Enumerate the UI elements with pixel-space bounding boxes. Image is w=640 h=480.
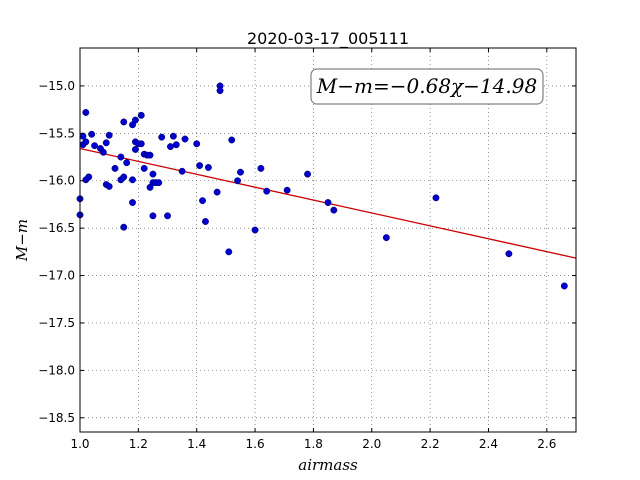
grid [79, 48, 576, 432]
data-point [120, 173, 128, 181]
x-tick-label: 1.0 [70, 437, 89, 451]
data-point [257, 164, 265, 172]
data-point [120, 118, 128, 126]
data-point [228, 136, 236, 144]
data-point [213, 188, 221, 196]
fit-equation-text: M−m=−0.68χ−14.98 [316, 74, 537, 98]
data-point [225, 248, 233, 256]
data-point [149, 170, 157, 178]
data-point [263, 187, 271, 195]
data-point [169, 132, 177, 140]
data-point [82, 109, 90, 116]
data-point [216, 87, 224, 95]
y-tick-labels: −15.0 −15.5 −16.0 −16.5 −17.0 −17.5 −18.0 −18.5 [38, 79, 75, 425]
data-point [382, 234, 390, 242]
data-point [131, 146, 139, 153]
data-point [88, 130, 96, 138]
data-point [283, 186, 291, 194]
data-point [166, 143, 174, 151]
data-point [178, 167, 186, 175]
data-point [204, 164, 212, 171]
data-point [155, 179, 163, 187]
x-tick-label: 1.6 [246, 437, 265, 451]
y-tick-label: −18.0 [38, 363, 75, 377]
data-point [137, 111, 145, 119]
y-tick-label: −18.5 [38, 411, 75, 425]
data-point [117, 153, 125, 161]
x-tick-label: 1.2 [129, 437, 148, 451]
data-point [164, 212, 171, 220]
data-point [79, 132, 87, 140]
data-point [105, 131, 113, 139]
chart-title: 2020-03-17_005111 [247, 29, 409, 49]
annotation-box [310, 68, 544, 105]
x-tick-label: 2.2 [421, 437, 440, 451]
data-point [560, 282, 568, 290]
data-point [111, 164, 119, 172]
plot-frame [79, 47, 577, 433]
data-point [129, 176, 136, 184]
x-tick-label: 1.8 [304, 437, 323, 451]
data-point [85, 173, 93, 181]
data-point [505, 250, 513, 258]
fit-equation-annotation: M−m=−0.68χ−14.98 [310, 68, 544, 105]
x-tick-label: 1.4 [187, 437, 206, 451]
y-axis-label: M−m [13, 219, 31, 262]
y-tick-label: −15.0 [38, 79, 75, 93]
data-point [202, 218, 209, 225]
data-point [234, 177, 242, 185]
data-point [105, 182, 113, 190]
data-point [181, 135, 189, 143]
data-point [146, 151, 154, 159]
data-point [330, 206, 338, 214]
data-point [102, 139, 110, 147]
data-point [140, 164, 148, 172]
x-tick-label: 2.6 [537, 437, 556, 451]
y-tick-label: −17.5 [38, 316, 75, 330]
y-tick-label: −15.5 [38, 126, 75, 140]
y-tick-label: −16.0 [38, 174, 75, 188]
data-point [196, 162, 204, 170]
data-point [131, 116, 139, 124]
data-point [251, 226, 259, 234]
y-tick-label: −16.5 [38, 221, 75, 235]
data-point [172, 141, 180, 149]
axis-ticks [79, 48, 576, 432]
data-point [123, 159, 131, 167]
data-point [193, 140, 201, 148]
data-point [82, 138, 90, 146]
data-point [120, 223, 128, 231]
data-point [91, 142, 99, 150]
data-point [149, 212, 157, 220]
data-point [137, 140, 145, 148]
y-tick-label: −17.0 [38, 269, 75, 283]
data-point [237, 168, 244, 176]
data-points [76, 82, 568, 290]
data-point [158, 133, 166, 141]
x-tick-labels: 1.0 1.2 1.4 1.6 1.8 2.0 2.2 2.4 2.6 [70, 437, 556, 451]
data-point [199, 197, 206, 205]
data-point [324, 199, 332, 206]
data-point [129, 199, 136, 206]
x-tick-label: 2.0 [362, 437, 381, 451]
x-axis-label: airmass [298, 456, 358, 474]
x-tick-label: 2.4 [479, 437, 498, 451]
data-point [99, 148, 107, 156]
data-point [304, 170, 312, 178]
data-point [432, 194, 440, 202]
